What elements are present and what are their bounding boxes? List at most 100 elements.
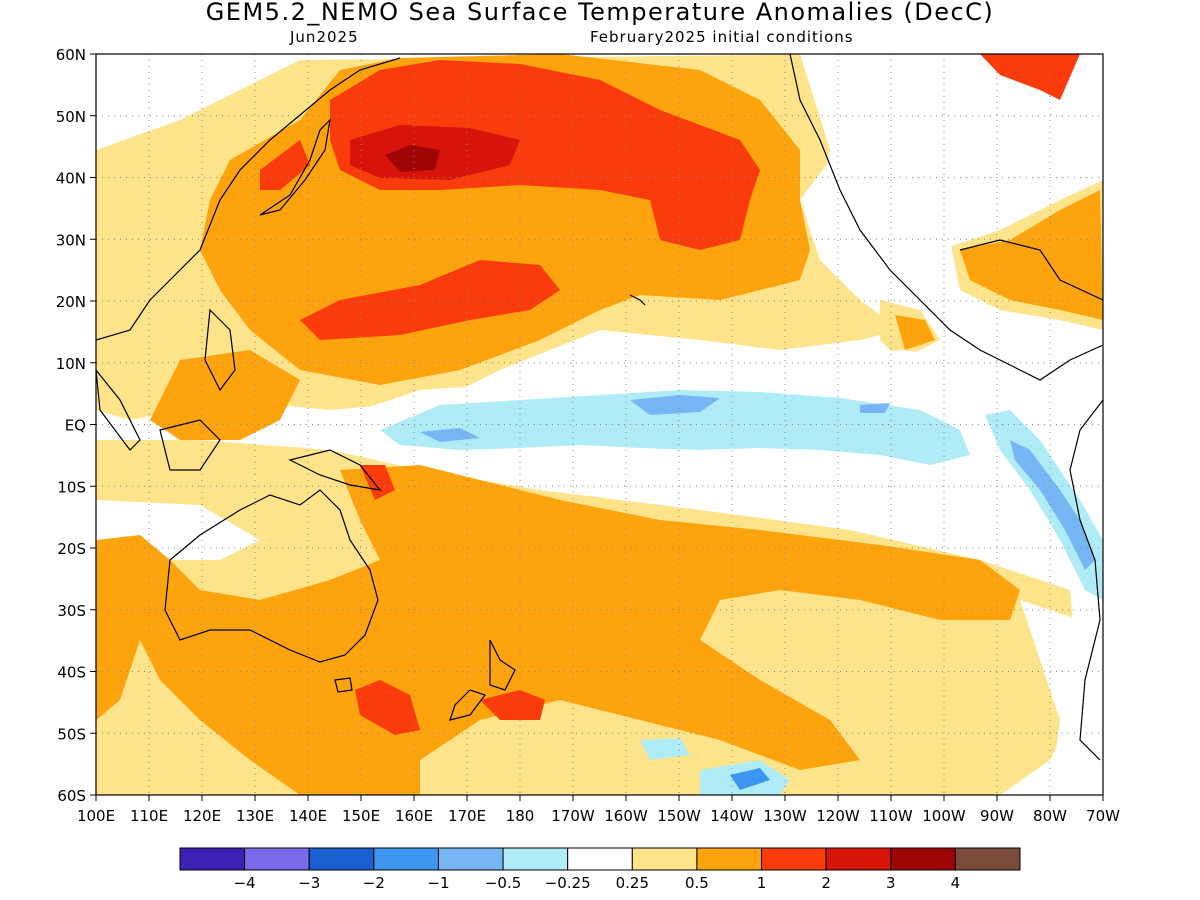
anomaly-region-hot-subtropical-band: [300, 260, 560, 340]
lon-label: 100W: [922, 807, 966, 825]
sst-anomaly-field: [96, 54, 1103, 795]
colorbar-label: −1: [427, 874, 449, 892]
lon-label: 160W: [604, 807, 648, 825]
anomaly-region-warm-indian-west: [96, 540, 160, 720]
colorbar-label: 2: [821, 874, 831, 892]
coastline-south-america: [1069, 399, 1103, 761]
lat-label: 50S: [57, 725, 86, 743]
coastline-japan: [259, 118, 331, 216]
anomaly-region-hot-alaska: [980, 54, 1080, 100]
lon-label: 140E: [289, 807, 327, 825]
lon-label: 130W: [763, 807, 807, 825]
colorbar-swatch: [308, 847, 375, 871]
anomaly-region-coolish-west-equator: [420, 428, 480, 442]
lat-label: 10N: [56, 355, 86, 373]
lon-label: 150E: [342, 807, 380, 825]
lon-label: 180: [506, 807, 535, 825]
coastline-new-zealand-south: [449, 689, 486, 721]
anomaly-region-neutral-south-east: [1020, 600, 1103, 795]
lon-label: 170E: [448, 807, 486, 825]
lat-label: EQ: [65, 417, 86, 435]
anomaly-region-hot-nz-east: [480, 690, 545, 720]
coastline-new-zealand-north: [489, 639, 516, 691]
colorbar-swatch: [502, 847, 569, 871]
lon-label: 90W: [980, 807, 1014, 825]
lat-label: 60N: [56, 46, 86, 64]
lon-label: 110W: [869, 807, 913, 825]
colorbar-swatch: [244, 847, 310, 871]
anomaly-region-warm-south-pacific: [96, 465, 1020, 795]
lat-label: 20S: [57, 540, 86, 558]
lon-label: 170W: [551, 807, 595, 825]
anomaly-region-coolish-peru: [1010, 440, 1095, 570]
colorbar-swatch: [437, 847, 504, 871]
lon-label: 70W: [1086, 807, 1120, 825]
lon-label: 150W: [657, 807, 701, 825]
colorbar-swatch: [373, 847, 439, 871]
anomaly-region-warm-gulf: [960, 190, 1103, 320]
latitude-labels: 60N 50N 40N 30N 20N 10N EQ 10S 20S 30S 40S 50S 60S: [56, 46, 96, 805]
anomaly-region-coolish-east-equator: [860, 403, 890, 413]
coastline-north-america: [789, 54, 1103, 381]
anomaly-region-warm-west-pacific-islands: [150, 350, 300, 440]
lat-label: 40N: [56, 170, 86, 188]
coastline-asia: [96, 57, 401, 341]
lon-label: 110E: [130, 807, 168, 825]
lat-label: 30S: [57, 602, 86, 620]
coastline-philippines: [204, 308, 236, 392]
colorbar-swatch: [761, 847, 827, 871]
lat-label: 30N: [56, 231, 86, 249]
lat-label: 60S: [57, 787, 86, 805]
colorbar-label: −3: [298, 874, 320, 892]
coastline-hawaii: [629, 294, 646, 306]
colorbar-label: −0.5: [485, 874, 521, 892]
colorbar-label: −2: [363, 874, 385, 892]
colorbar-swatch: [890, 847, 956, 871]
lat-label: 20N: [56, 293, 86, 311]
anomaly-region-hot-north-pacific-central: [330, 60, 760, 250]
lon-label: 160E: [395, 807, 433, 825]
colorbar-label: 3: [886, 874, 896, 892]
anomaly-region-cool-equatorial-band: [380, 390, 970, 465]
anomaly-region-cool-tasman: [640, 738, 690, 760]
colorbar-label: 1: [757, 874, 767, 892]
lat-label: 10S: [57, 478, 86, 496]
colorbar-swatch: [179, 847, 246, 871]
colorbar-swatch: [954, 847, 1021, 871]
colorbar-swatch: [825, 847, 892, 871]
anomaly-region-cold-south: [730, 768, 770, 790]
colorbar-swatch: [567, 847, 633, 871]
lon-label: 100E: [77, 807, 115, 825]
coastline-australia: [164, 489, 379, 663]
forecast-month: Jun2025: [290, 28, 359, 46]
colorbar: −4 −3 −2 −1 −0.5 −0.25 0.25 0.5 1 2 3 4: [179, 847, 1021, 892]
colorbar-swatch: [631, 847, 698, 871]
coastline-borneo: [159, 419, 221, 471]
colorbar-label: −0.25: [545, 874, 591, 892]
map-title: GEM5.2_NEMO Sea Surface Temperature Anom…: [205, 0, 995, 26]
lon-label: 140W: [710, 807, 754, 825]
colorbar-label: −4: [234, 874, 256, 892]
longitude-labels: 100E 110E 120E 130E 140E 150E 160E 170E 180 170W 1…: [77, 795, 1120, 825]
anomaly-region-hot-tasman: [355, 680, 420, 735]
colorbar-swatch: [696, 847, 763, 871]
coastline-tasmania: [334, 677, 353, 693]
lon-label: 120E: [183, 807, 221, 825]
anomaly-region-neutral-north-east: [800, 54, 1103, 280]
lon-label: 120W: [816, 807, 860, 825]
anomaly-region-hot-japan-coast: [260, 140, 310, 190]
lon-label: 80W: [1033, 807, 1067, 825]
lon-label: 130E: [236, 807, 274, 825]
colorbar-label: 0.25: [616, 874, 649, 892]
colorbar-label: 4: [951, 874, 961, 892]
coastlines: [96, 54, 1103, 761]
lat-label: 50N: [56, 108, 86, 126]
colorbar-label: 0.5: [685, 874, 709, 892]
initial-conditions: February2025 initial conditions: [590, 28, 854, 46]
anomaly-region-warm-mexico: [895, 315, 935, 350]
coastline-gulf-of-mexico: [959, 239, 1103, 301]
anomaly-region-coolish-central-pacific: [630, 395, 720, 415]
coastline-new-guinea: [288, 449, 382, 491]
lat-label: 40S: [57, 664, 86, 682]
